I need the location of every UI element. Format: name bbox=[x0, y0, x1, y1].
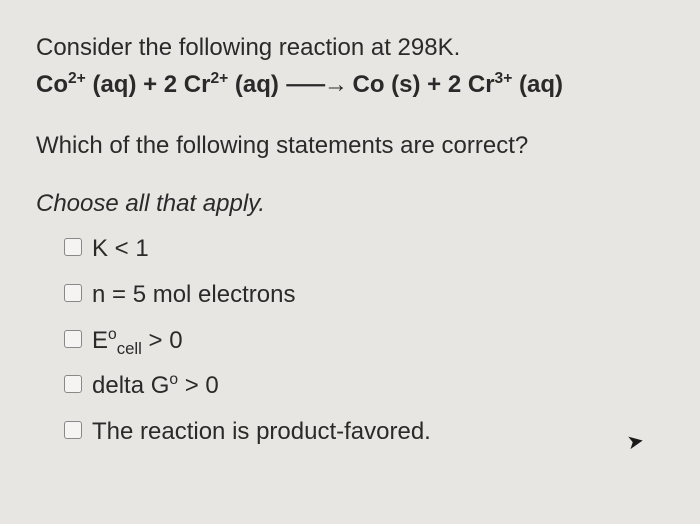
option-3-sup: o bbox=[169, 371, 178, 388]
subquestion: Which of the following statements are co… bbox=[36, 130, 664, 162]
question-intro: Consider the following reaction at 298K. bbox=[36, 32, 664, 64]
eq-arrow: ⸺→ bbox=[286, 68, 346, 102]
checkbox-0[interactable] bbox=[64, 238, 82, 256]
option-3-post: > 0 bbox=[178, 372, 219, 399]
eq-cr3-charge: 3+ bbox=[495, 70, 513, 87]
checkbox-4[interactable] bbox=[64, 421, 82, 439]
option-row-0: K < 1 bbox=[64, 232, 664, 266]
eq-part4: (aq) bbox=[512, 71, 563, 98]
option-label-1: n = 5 mol electrons bbox=[92, 278, 295, 312]
eq-cr2-charge: 2+ bbox=[210, 70, 228, 87]
option-row-3: delta Go > 0 bbox=[64, 369, 664, 403]
option-3-pre: delta G bbox=[92, 372, 169, 399]
option-1-pre: n = 5 mol electrons bbox=[92, 281, 295, 308]
eq-part1: (aq) + 2 Cr bbox=[86, 71, 211, 98]
eq-part3: Co (s) + 2 Cr bbox=[346, 71, 495, 98]
option-2-sub: cell bbox=[117, 338, 142, 357]
instructions: Choose all that apply. bbox=[36, 190, 664, 218]
option-label-2: Eocell > 0 bbox=[92, 324, 183, 358]
option-2-post: > 0 bbox=[142, 327, 183, 354]
reaction-equation: Co2+ (aq) + 2 Cr2+ (aq) ⸺→ Co (s) + 2 Cr… bbox=[36, 68, 664, 102]
option-0-pre: K < 1 bbox=[92, 235, 149, 262]
option-2-sup: o bbox=[108, 326, 117, 343]
option-2-pre: E bbox=[92, 327, 108, 354]
option-4-pre: The reaction is product-favored. bbox=[92, 418, 431, 445]
option-label-3: delta Go > 0 bbox=[92, 369, 219, 403]
option-row-4: The reaction is product-favored. bbox=[64, 415, 664, 449]
checkbox-1[interactable] bbox=[64, 284, 82, 302]
option-row-1: n = 5 mol electrons bbox=[64, 278, 664, 312]
checkbox-2[interactable] bbox=[64, 330, 82, 348]
eq-part2: (aq) bbox=[228, 71, 285, 98]
option-label-4: The reaction is product-favored. bbox=[92, 415, 431, 449]
checkbox-3[interactable] bbox=[64, 375, 82, 393]
eq-co-charge: 2+ bbox=[68, 70, 86, 87]
eq-co: Co bbox=[36, 71, 68, 98]
option-label-0: K < 1 bbox=[92, 232, 149, 266]
option-row-2: Eocell > 0 bbox=[64, 324, 664, 358]
options-list: K < 1 n = 5 mol electrons Eocell > 0 del… bbox=[36, 232, 664, 448]
